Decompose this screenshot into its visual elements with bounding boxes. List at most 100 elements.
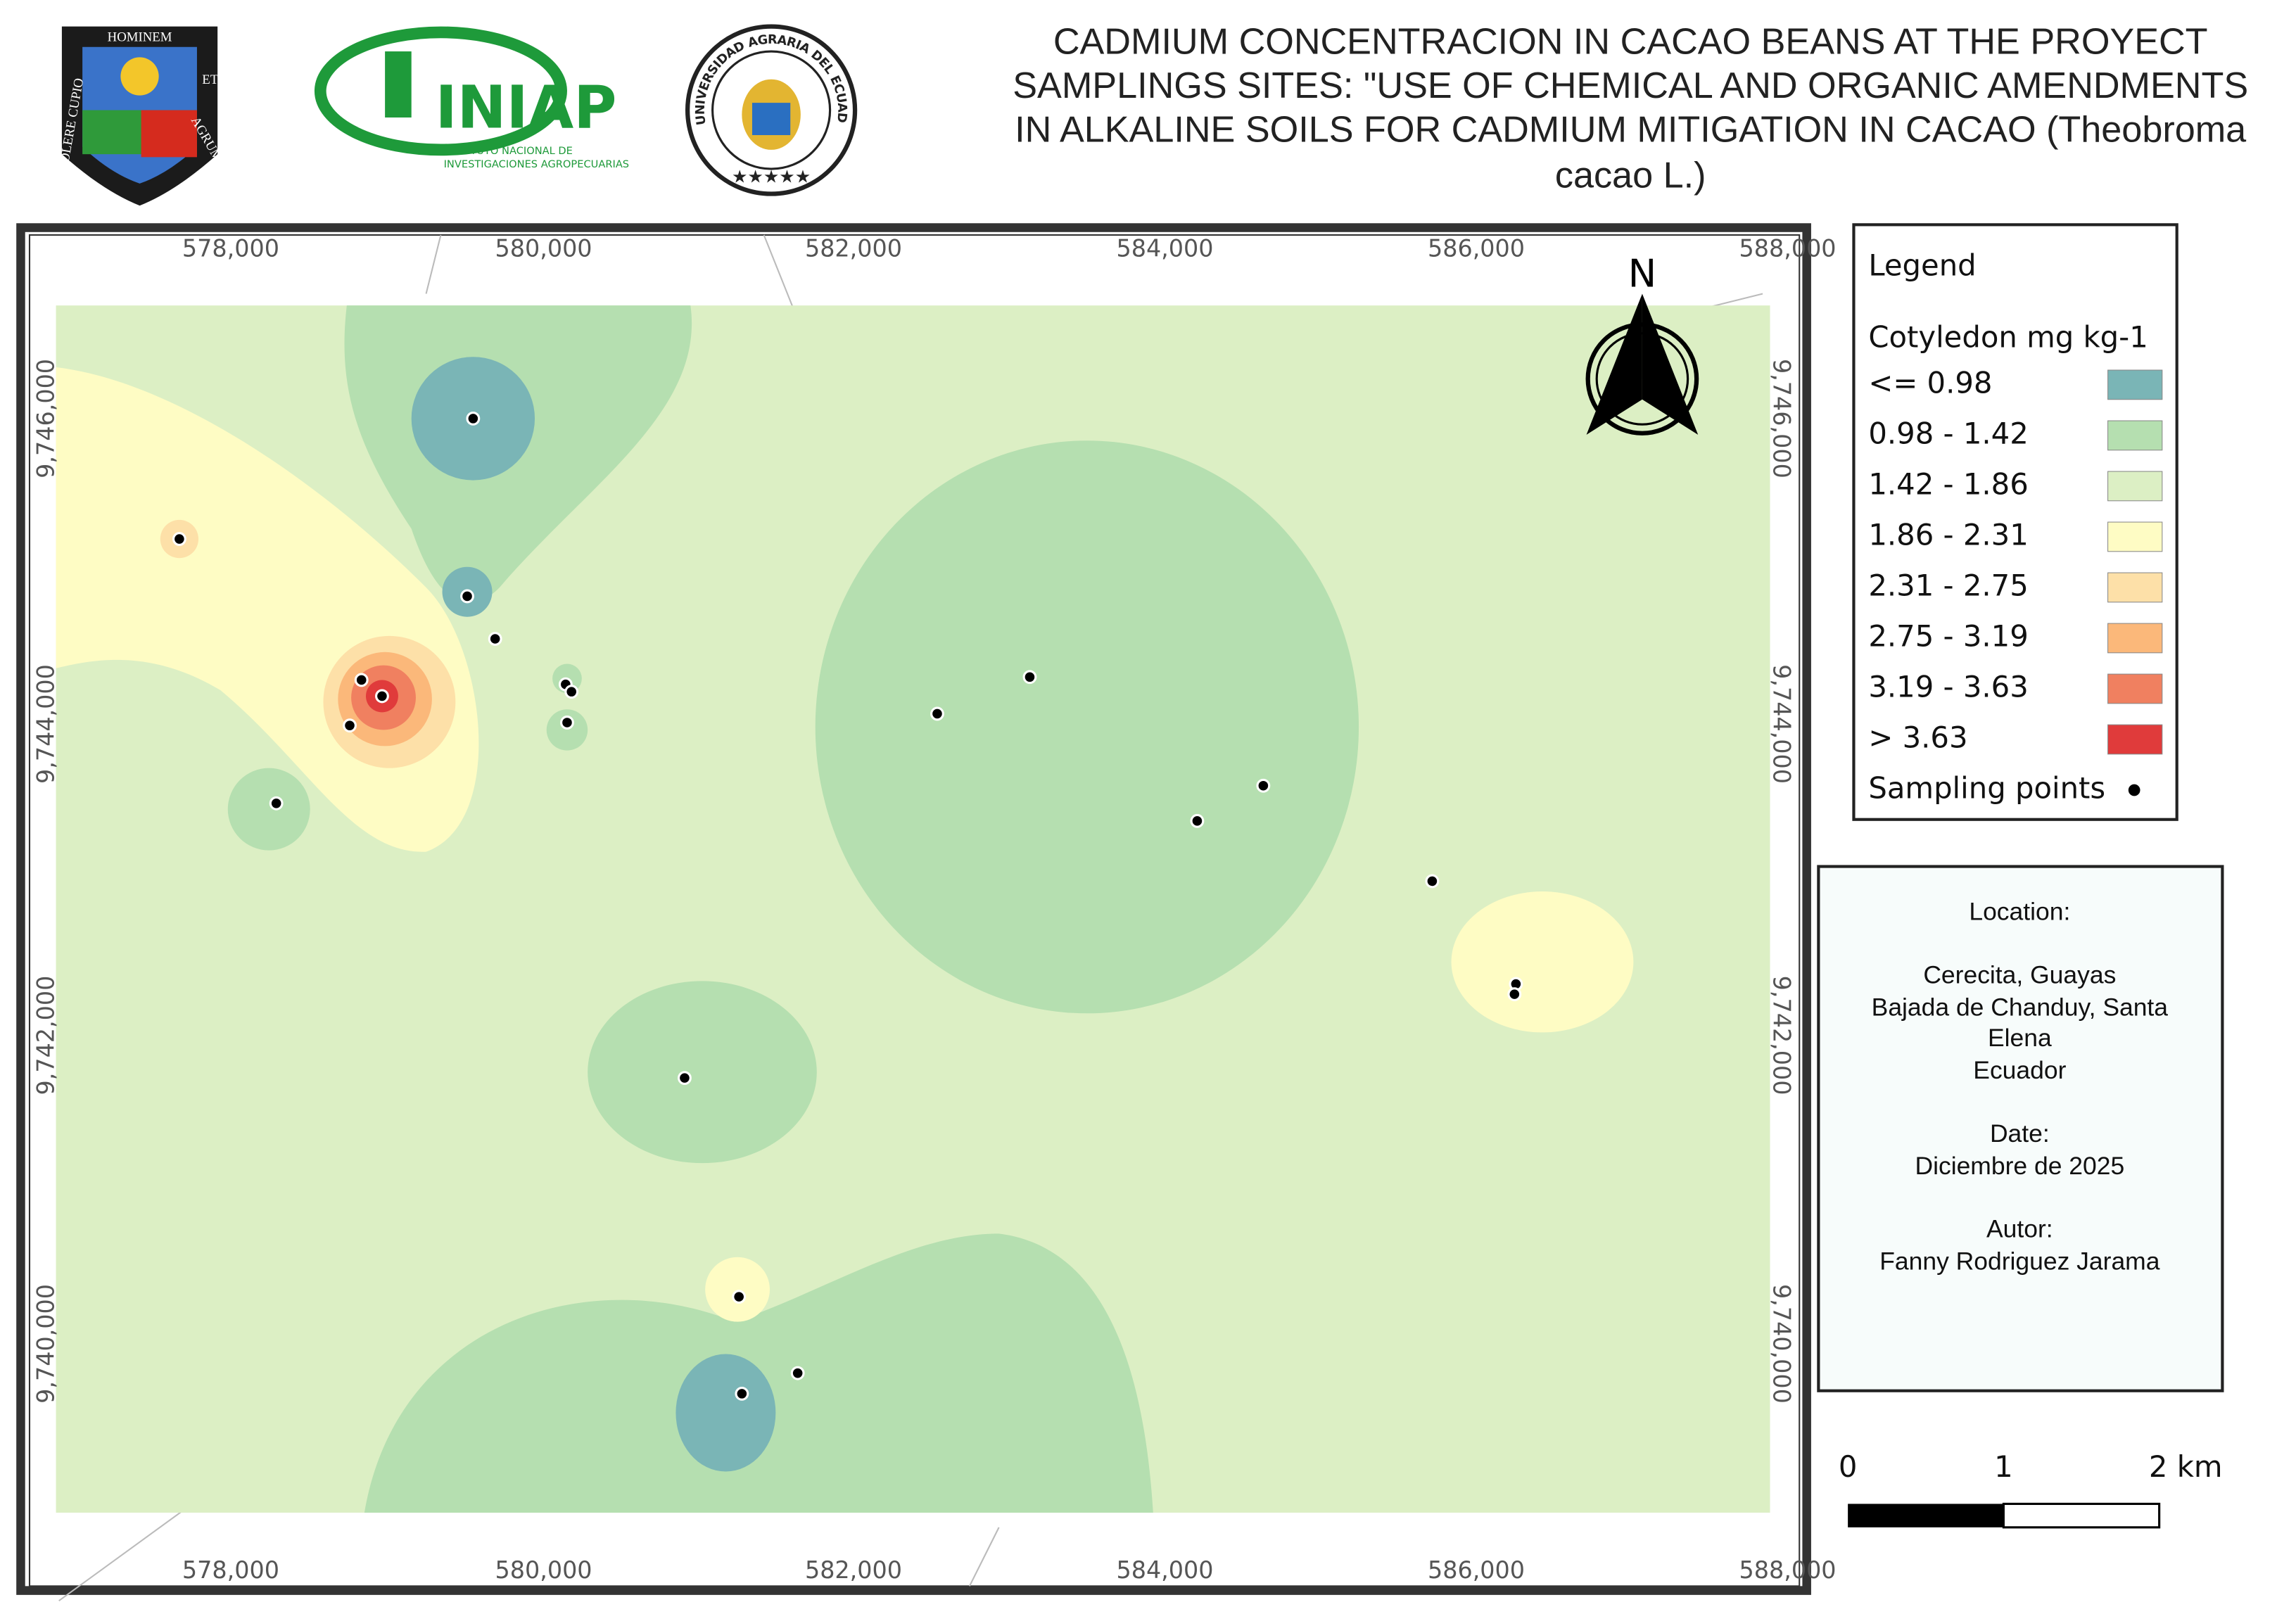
- sampling-point: [375, 689, 389, 704]
- legend-label: 2.31 - 2.75: [1868, 568, 2028, 602]
- y-label: 9,740,000: [32, 1284, 60, 1404]
- logo-text: INSTITUTO NACIONAL DE: [444, 145, 573, 157]
- grid-labels: 578,000 580,000 582,000 584,000 586,000 …: [32, 234, 1837, 1584]
- x-label: 588,000: [1739, 1556, 1837, 1584]
- sampling-point: [732, 1290, 747, 1304]
- info-text: Fanny Rodriguez Jarama: [1879, 1247, 2160, 1275]
- interpolation: [56, 305, 1770, 1513]
- legend-swatch: [2107, 724, 2163, 755]
- sampling-point: [488, 632, 502, 646]
- title-line: SAMPLINGS SITES: "USE OF CHEMICAL AND OR…: [1013, 65, 2248, 106]
- logo-text: INIAP: [436, 74, 617, 142]
- north-arrow: N: [1585, 252, 1699, 436]
- concentration-zone: [546, 709, 588, 751]
- legend-swatch: [2107, 420, 2163, 451]
- sampling-point: [930, 706, 944, 721]
- x-label: 586,000: [1428, 1556, 1525, 1584]
- sampling-point: [560, 716, 574, 730]
- legend-swatch: [2107, 623, 2163, 654]
- sampling-point: [735, 1386, 749, 1401]
- legend-subtitle: Cotyledon mg kg-1: [1868, 320, 2148, 355]
- concentration-zone: [815, 440, 1359, 1014]
- legend-label: 0.98 - 1.42: [1868, 416, 2028, 450]
- info-text: Diciembre de 2025: [1915, 1152, 2124, 1180]
- shield-logo: HOMINEM ET AGRUM COLERE CUPIO: [56, 26, 225, 206]
- info-text: Location:: [1969, 898, 2070, 926]
- legend-label: 2.75 - 3.19: [1868, 618, 2028, 653]
- sampling-point: [1190, 813, 1205, 828]
- north-label: N: [1628, 252, 1657, 296]
- scale-label: 0: [1839, 1449, 1858, 1484]
- sampling-point: [1507, 987, 1522, 1002]
- scale-label: 2 km: [2149, 1449, 2223, 1484]
- x-label: 580,000: [495, 234, 592, 262]
- legend-swatch: [2107, 521, 2163, 552]
- legend-label: 1.42 - 1.86: [1868, 466, 2028, 501]
- x-label: 582,000: [805, 234, 902, 262]
- legend-point: [2128, 784, 2140, 796]
- info-text: Date:: [1990, 1119, 2050, 1148]
- logo-text: HOMINEM: [108, 30, 172, 45]
- info-text: Bajada de Chanduy, Santa: [1872, 993, 2169, 1021]
- info-text: Cerecita, Guayas: [1923, 960, 2116, 989]
- sampling-point: [460, 589, 474, 604]
- concentration-zone: [227, 768, 310, 851]
- x-label: 582,000: [805, 1556, 902, 1584]
- legend-swatch: [2107, 471, 2163, 502]
- sampling-points: [172, 411, 1523, 1401]
- scale-label: 1: [1994, 1449, 2013, 1484]
- info-text: Elena: [1988, 1024, 2052, 1052]
- logo-text: INVESTIGACIONES AGROPECUARIAS: [444, 158, 629, 170]
- sampling-point: [790, 1366, 805, 1380]
- y-label: 9,740,000: [1768, 1284, 1796, 1404]
- scale-bar: 0 1 2 km: [1839, 1449, 2223, 1529]
- y-label: 9,744,000: [1768, 664, 1796, 784]
- info-text: Autor:: [1986, 1215, 2053, 1243]
- legend-swatch: [2107, 369, 2163, 400]
- concentration-zone: [588, 981, 817, 1164]
- x-label: 580,000: [495, 1556, 592, 1584]
- x-label: 584,000: [1116, 234, 1213, 262]
- sampling-point: [466, 411, 481, 426]
- svg-text:★★★★★: ★★★★★: [732, 167, 811, 187]
- x-label: 584,000: [1116, 1556, 1213, 1584]
- legend-label: 1.86 - 2.31: [1868, 517, 2028, 552]
- info-box: Location: Cerecita, Guayas Bajada de Chand…: [1817, 865, 2224, 1392]
- x-label: 588,000: [1739, 234, 1837, 262]
- title-line: cacao L.): [1555, 155, 1706, 196]
- legend-label: Sampling points: [1868, 770, 2105, 805]
- sampling-point: [354, 673, 369, 687]
- legend-swatch: [2107, 572, 2163, 603]
- y-label: 9,746,000: [1768, 359, 1796, 478]
- sampling-point: [564, 685, 579, 699]
- legend-title: Legend: [1868, 248, 1976, 282]
- legend-label: > 3.63: [1868, 720, 1967, 754]
- concentration-zone: [705, 1257, 770, 1322]
- concentration-zone: [1451, 891, 1634, 1033]
- title-line: IN ALKALINE SOILS FOR CADMIUM MITIGATION…: [1015, 110, 2247, 151]
- x-label: 578,000: [182, 234, 279, 262]
- sampling-point: [1256, 778, 1271, 793]
- y-label: 9,744,000: [32, 664, 60, 784]
- x-label: 586,000: [1428, 234, 1525, 262]
- logo-text: ET: [202, 72, 218, 87]
- sampling-point: [343, 718, 357, 733]
- sampling-point: [678, 1071, 692, 1086]
- y-label: 9,746,000: [32, 359, 60, 478]
- iniap-logo: INIAP INSTITUTO NACIONAL DE INVESTIGACIO…: [314, 26, 629, 170]
- sampling-point: [1425, 874, 1440, 889]
- legend-label: <= 0.98: [1868, 365, 1992, 400]
- concentration-zone: [676, 1354, 776, 1472]
- title-line: CADMIUM CONCENTRACION IN CACAO BEANS AT …: [1053, 21, 2208, 62]
- y-label: 9,742,000: [32, 976, 60, 1095]
- legend: Legend Cotyledon mg kg-1 <= 0.98 0.98 - 1…: [1852, 223, 2178, 821]
- x-label: 578,000: [182, 1556, 279, 1584]
- sampling-point: [269, 796, 284, 811]
- sampling-point: [1022, 670, 1037, 685]
- legend-label: 3.19 - 3.63: [1868, 669, 2028, 704]
- sampling-point: [172, 532, 186, 546]
- legend-swatch: [2107, 673, 2163, 704]
- y-label: 9,742,000: [1768, 976, 1796, 1095]
- info-text: Ecuador: [1973, 1056, 2066, 1084]
